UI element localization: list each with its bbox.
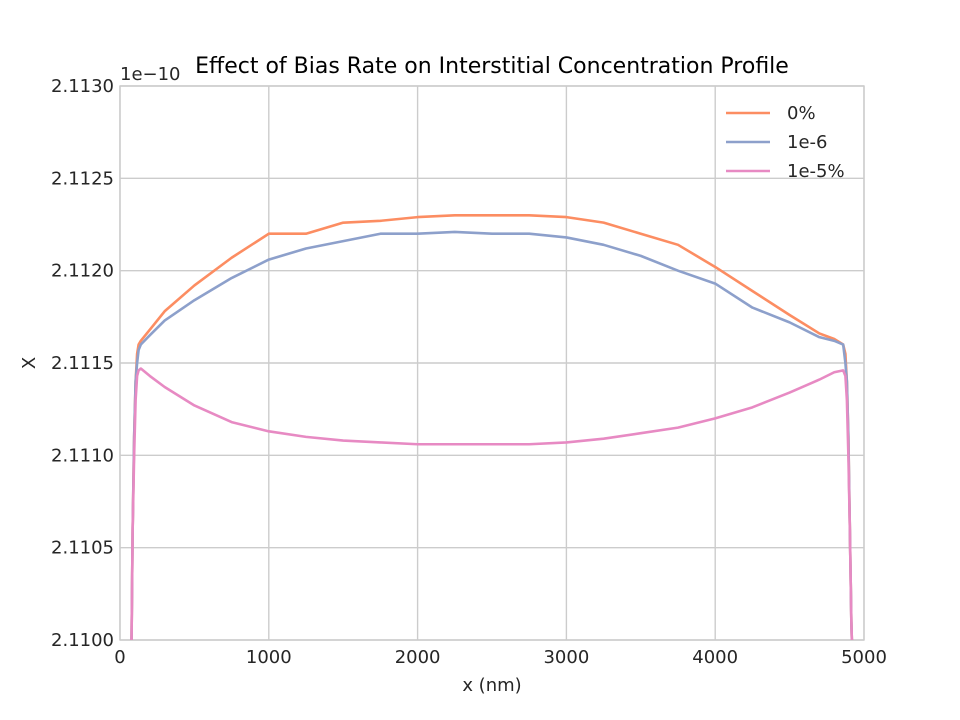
legend-item: 1e-5% <box>726 161 845 182</box>
x-tick-label: 0 <box>114 647 125 668</box>
y-tick-label: 2.1115 <box>51 353 114 374</box>
legend-item: 1e-6 <box>726 132 827 153</box>
chart-title: Effect of Bias Rate on Interstitial Conc… <box>195 54 789 79</box>
series-lines <box>130 213 854 640</box>
plot-frame <box>119 85 865 641</box>
x-tick-label: 1000 <box>246 647 292 668</box>
offset-text: 1e−10 <box>120 64 181 85</box>
legend-item: 0% <box>726 103 816 124</box>
x-tick-label: 5000 <box>841 647 887 668</box>
x-tick-label: 4000 <box>692 647 738 668</box>
y-tick-label: 2.1125 <box>51 168 114 189</box>
tick-labels: 0 1000 2000 3000 4000 5000 2.1100 2.1105 2.1110 2… <box>51 76 887 668</box>
legend: 0% 1e-6 1e-5% <box>726 103 845 182</box>
y-tick-label: 2.1120 <box>51 261 114 282</box>
y-tick-label: 2.1130 <box>51 76 114 97</box>
x-tick-label: 2000 <box>395 647 441 668</box>
legend-label: 1e-6 <box>787 132 827 153</box>
series-line-3 <box>130 367 854 640</box>
series-line-2 <box>130 230 854 640</box>
x-tick-label: 3000 <box>543 647 589 668</box>
y-tick-label: 2.1100 <box>51 630 114 651</box>
y-axis-label: X <box>19 357 40 369</box>
y-tick-label: 2.1110 <box>51 445 114 466</box>
x-axis-label: x (nm) <box>462 675 521 696</box>
y-tick-label: 2.1105 <box>51 538 114 559</box>
legend-label: 0% <box>787 103 816 124</box>
legend-label: 1e-5% <box>787 161 845 182</box>
